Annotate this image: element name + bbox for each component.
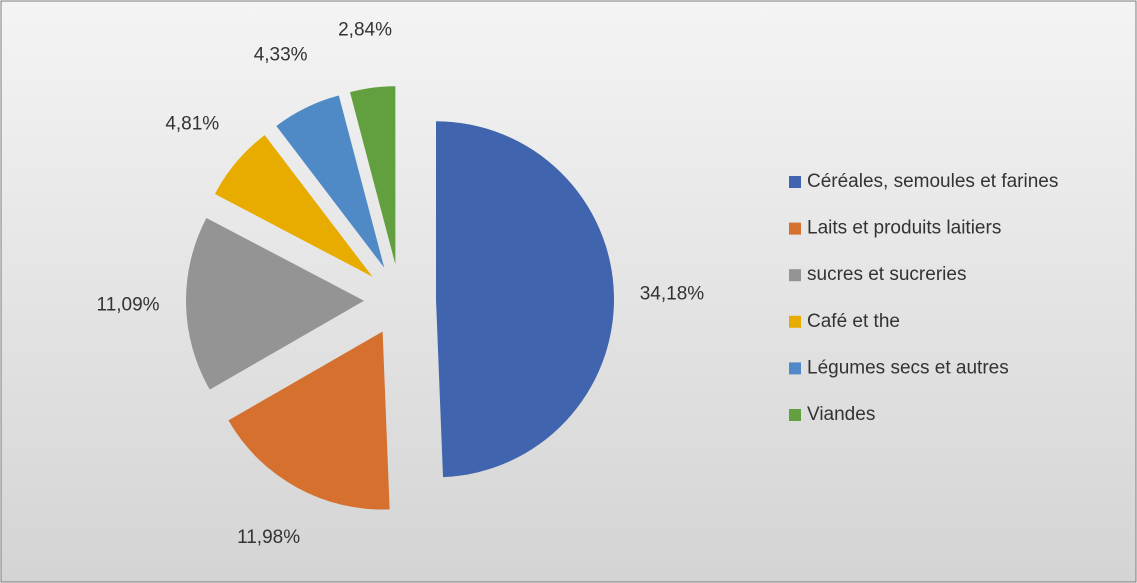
legend-label: Laits et produits laitiers xyxy=(807,218,1001,239)
legend-label: Café et the xyxy=(807,311,900,332)
pie-slice xyxy=(186,217,365,390)
pie-slice xyxy=(228,331,390,510)
legend-swatch xyxy=(789,362,801,375)
legend-label: sucres et sucreries xyxy=(807,264,966,285)
data-label: 11,09% xyxy=(97,294,160,315)
data-label: 2,84% xyxy=(338,19,392,40)
pie-slice xyxy=(214,135,373,277)
data-label: 34,18% xyxy=(640,284,705,305)
legend-swatch xyxy=(789,315,801,328)
data-label: 4,81% xyxy=(165,113,219,134)
legend-swatch xyxy=(789,409,801,421)
legend-swatch xyxy=(789,269,801,282)
pie-slice xyxy=(276,95,385,268)
legend-label: Légumes secs et autres xyxy=(807,357,1009,378)
pie-slice xyxy=(349,86,396,265)
legend-label: Viandes xyxy=(807,404,875,425)
legend-swatch xyxy=(789,176,801,188)
legend-label: Céréales, semoules et farines xyxy=(807,171,1058,192)
data-label: 11,98% xyxy=(237,527,300,548)
data-label: 4,33% xyxy=(254,45,308,66)
legend-swatch xyxy=(789,222,801,235)
pie-slice xyxy=(435,121,614,478)
